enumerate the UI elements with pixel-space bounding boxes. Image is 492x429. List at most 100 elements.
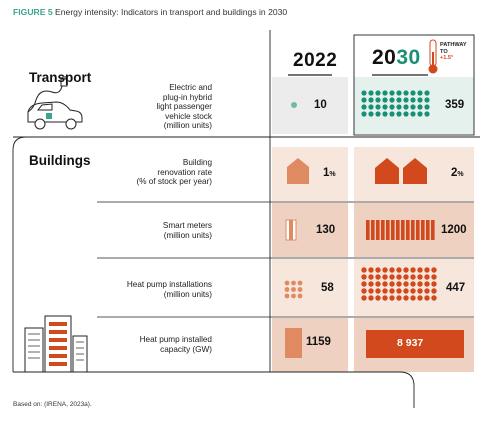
capacity-2022-bar: [285, 328, 302, 358]
heat-pump-dot: [389, 281, 395, 287]
ev-dot: [410, 97, 416, 103]
ev-dot: [417, 104, 423, 110]
ev-dot: [396, 104, 402, 110]
heat-pumps-2022-dots: [284, 280, 303, 299]
heat-pump-dot: [431, 267, 437, 273]
heat-pump-dot: [431, 274, 437, 280]
meter-bar: [371, 220, 375, 240]
ev-dot: [410, 90, 416, 96]
heat-pump-dot: [424, 267, 430, 273]
ev-dot: [403, 90, 409, 96]
heat-pump-dot: [382, 274, 388, 280]
heat-pump-dot: [291, 280, 296, 286]
heat-pump-dot: [375, 281, 381, 287]
cell-2022-ev: [272, 77, 348, 134]
figure-label: FIGURE 5: [13, 7, 53, 17]
figure-title-text: Energy intensity: Indicators in transpor…: [55, 7, 288, 17]
ev-dot: [368, 104, 374, 110]
meter-bar: [431, 220, 435, 240]
ev-dot: [382, 97, 388, 103]
value-2030-capacity: 8 937: [397, 337, 424, 349]
heat-pump-dot: [403, 288, 409, 294]
heat-pump-dot: [403, 267, 409, 273]
heat-pump-dot: [382, 267, 388, 273]
ev-dot: [389, 97, 395, 103]
heat-pump-dot: [389, 295, 395, 301]
ev-dot: [382, 111, 388, 117]
meter-bar: [421, 220, 425, 240]
ev-dot: [382, 90, 388, 96]
heat-pump-dot: [291, 293, 296, 299]
heat-pump-dot: [368, 281, 374, 287]
value-2030-smart-meters: 1200: [441, 224, 467, 236]
ev-dot: [396, 90, 402, 96]
ev-dot: [389, 90, 395, 96]
value-2022-ev: 10: [314, 99, 327, 111]
heat-pump-dot: [396, 267, 402, 273]
column-2030-outline: [353, 34, 475, 136]
ev-dot: [403, 111, 409, 117]
ev-dot: [424, 104, 430, 110]
heat-pump-dot: [403, 295, 409, 301]
row-label-renovation: Building renovation rate (% of stock per y…: [136, 158, 212, 187]
ev-dot: [382, 104, 388, 110]
ev-dot: [417, 97, 423, 103]
ev-dot: [368, 90, 374, 96]
ev-2030-dots: [361, 90, 430, 117]
house-icon-2030-b: [403, 158, 427, 184]
heat-pump-dot: [396, 288, 402, 294]
figure-title: FIGURE 5 Energy intensity: Indicators in…: [13, 7, 287, 17]
heat-pump-dot: [284, 293, 290, 299]
ev-dot: [403, 97, 409, 103]
ev-2022-dot: [291, 102, 297, 108]
heat-pump-dot: [403, 274, 409, 280]
ev-dot: [361, 90, 367, 96]
value-2022-smart-meters: 130: [316, 224, 336, 236]
frame-tail: [399, 371, 415, 408]
heat-pumps-2030-dots: [361, 267, 437, 301]
meter-bar: [406, 220, 410, 240]
value-2022-renovation: 1%: [323, 167, 336, 179]
ev-dot: [424, 90, 430, 96]
capacity-2030-bar: [366, 330, 464, 358]
meter-bar: [366, 220, 370, 240]
ev-dot: [417, 111, 423, 117]
heat-pump-dot: [431, 281, 437, 287]
year-2030-header: 2030: [372, 46, 421, 69]
house-icon-2030-a: [375, 158, 399, 184]
heat-pump-dot: [382, 281, 388, 287]
thermometer-icon: [428, 39, 438, 74]
meter-bar: [391, 220, 395, 240]
ev-dot: [375, 97, 381, 103]
meter-bar: [426, 220, 430, 240]
heat-pump-dot: [284, 280, 290, 286]
heat-pump-dot: [424, 295, 430, 301]
heat-pump-dot: [417, 267, 423, 273]
heat-pump-dot: [417, 274, 423, 280]
heat-pump-dot: [382, 288, 388, 294]
value-2030-heat-pumps: 447: [446, 282, 466, 294]
ev-dot: [424, 97, 430, 103]
heat-pump-dot: [424, 274, 430, 280]
ev-dot: [375, 111, 381, 117]
heat-pump-dot: [291, 287, 296, 292]
value-2022-capacity: 1159: [306, 336, 331, 348]
meter-bar: [376, 220, 380, 240]
meter-bar: [401, 220, 405, 240]
heat-pump-dot: [424, 288, 430, 294]
heat-pump-dot: [284, 287, 290, 292]
heat-pump-dot: [424, 281, 430, 287]
city-buildings-icon: [24, 315, 88, 373]
heat-pump-dot: [389, 288, 395, 294]
ev-dot: [375, 90, 381, 96]
heat-pump-dot: [431, 295, 437, 301]
cell-2022-heat-pumps: [272, 259, 348, 316]
ev-dot: [389, 111, 395, 117]
heat-pump-dot: [361, 288, 367, 294]
heat-pump-dot: [389, 267, 395, 273]
ev-dot: [361, 97, 367, 103]
ev-dot: [361, 104, 367, 110]
ev-dot: [424, 111, 430, 117]
cell-2022-smart-meters: [272, 203, 348, 257]
